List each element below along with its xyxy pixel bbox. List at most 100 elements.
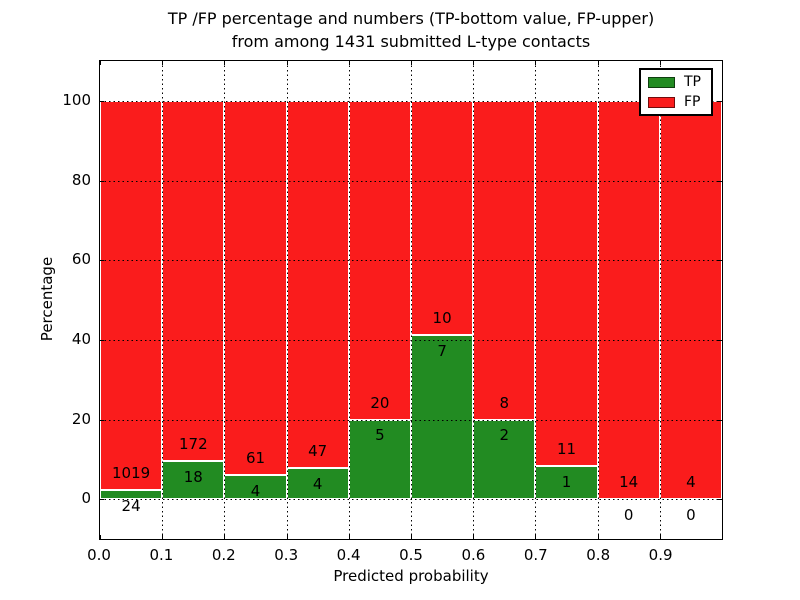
fp-bar [411, 100, 474, 336]
fp-bar [162, 100, 225, 462]
y-tick-label: 60 [71, 250, 91, 269]
x-tick [348, 535, 350, 539]
x-tick [473, 535, 475, 539]
x-tick-label: 0.9 [648, 546, 673, 564]
gridline-vertical [348, 61, 350, 539]
tp-count-label: 4 [250, 481, 261, 500]
fp-legend-label: FP [684, 94, 701, 110]
x-tick [100, 535, 101, 539]
fp-count-label: 47 [308, 441, 328, 460]
gridline-horizontal [100, 499, 722, 501]
fp-count-label: 20 [370, 393, 390, 412]
fp-count-label: 11 [556, 440, 577, 459]
x-tick [722, 61, 723, 65]
tp-bar [286, 467, 349, 500]
y-tick-label: 0 [81, 489, 91, 508]
x-tick [722, 535, 723, 539]
gridline-vertical [162, 61, 164, 539]
gridline-horizontal [100, 339, 722, 341]
x-tick-label: 0.5 [399, 546, 423, 564]
x-tick [162, 535, 164, 539]
x-tick [348, 61, 350, 65]
x-tick [224, 535, 226, 539]
tp-count-label: 7 [437, 342, 447, 361]
tp-count-label: 24 [121, 496, 141, 515]
y-tick-label: 20 [71, 409, 91, 428]
x-tick [473, 61, 475, 65]
chart-title-line2: from among 1431 submitted L-type contact… [231, 32, 591, 51]
x-tick-label: 0.6 [461, 546, 486, 564]
x-tick-label: 0.8 [586, 546, 611, 564]
fp-bar [659, 100, 722, 500]
fp-count-label: 14 [619, 473, 639, 492]
fp-legend-swatch [648, 96, 675, 108]
tp-bar [411, 335, 474, 500]
fp-count-label: 1019 [112, 464, 151, 483]
x-tick [659, 535, 661, 539]
fp-bar [100, 100, 163, 491]
tp-legend-swatch [648, 76, 675, 88]
gridline-horizontal [100, 180, 722, 182]
gridline-vertical [535, 61, 537, 539]
x-tick [411, 535, 412, 539]
tp-count-label: 1 [561, 472, 572, 491]
legend-entry-tp: TP [648, 75, 701, 89]
fp-count-label: 4 [686, 473, 696, 492]
fp-count-label: 172 [178, 435, 208, 454]
tp-count-label: 0 [623, 506, 634, 525]
tp-bar [473, 419, 536, 500]
fp-count-label: 8 [499, 393, 510, 412]
chart-title-line1: TP /FP percentage and numbers (TP-bottom… [167, 9, 655, 28]
y-tick [100, 499, 104, 501]
gridline-vertical [659, 61, 661, 539]
x-tick [100, 61, 101, 65]
gridline-horizontal [100, 100, 722, 102]
plot-area: TP FP 1019 24 172 18 61 4 47 4 20 5 10 7 8 2 11 1 14 0 4 0 [99, 60, 723, 540]
y-tick [718, 180, 722, 182]
y-tick [718, 260, 722, 262]
y-tick-label: 40 [71, 329, 91, 348]
x-tick-label: 0.2 [211, 546, 236, 564]
fp-bar [224, 100, 287, 475]
y-tick [100, 260, 104, 262]
x-tick [535, 535, 537, 539]
legend-entry-fp: FP [648, 95, 701, 109]
fp-bar [597, 100, 660, 500]
legend: TP FP [639, 68, 713, 116]
y-tick [718, 339, 722, 341]
x-tick [286, 61, 288, 65]
x-axis-label: Predicted probability [333, 567, 489, 585]
gridline-vertical [411, 61, 412, 539]
x-tick-label: 0.3 [274, 546, 299, 564]
x-tick [597, 535, 599, 539]
tp-legend-label: TP [684, 74, 701, 90]
x-tick [224, 61, 226, 65]
y-tick-label: 80 [71, 170, 91, 189]
x-tick-labels: 0.0 0.1 0.2 0.3 0.4 0.5 0.6 0.7 0.8 0.9 [87, 546, 723, 564]
y-tick [100, 339, 104, 341]
fp-count-label: 10 [432, 309, 452, 328]
tp-count-label: 4 [312, 474, 323, 493]
y-tick-labels: 0 20 40 60 80 100 [0, 60, 91, 538]
gridline-horizontal [100, 419, 722, 421]
x-tick [411, 61, 412, 65]
y-tick [718, 100, 722, 102]
x-tick-label: 0.0 [87, 546, 111, 564]
y-tick [100, 419, 104, 421]
y-tick [718, 499, 722, 501]
x-tick [286, 535, 288, 539]
gridline-vertical [597, 61, 599, 539]
tp-count-label: 2 [499, 426, 510, 445]
gridline-vertical [473, 61, 475, 539]
fp-count-label: 61 [245, 448, 266, 467]
y-tick [100, 100, 104, 102]
tp-count-label: 0 [686, 506, 696, 525]
x-tick-label: 0.1 [149, 546, 174, 564]
x-tick [162, 61, 164, 65]
x-tick [535, 61, 537, 65]
tp-bar [100, 490, 163, 500]
y-tick-label: 100 [62, 90, 91, 109]
x-tick [659, 61, 661, 65]
tp-count-label: 5 [375, 426, 385, 445]
